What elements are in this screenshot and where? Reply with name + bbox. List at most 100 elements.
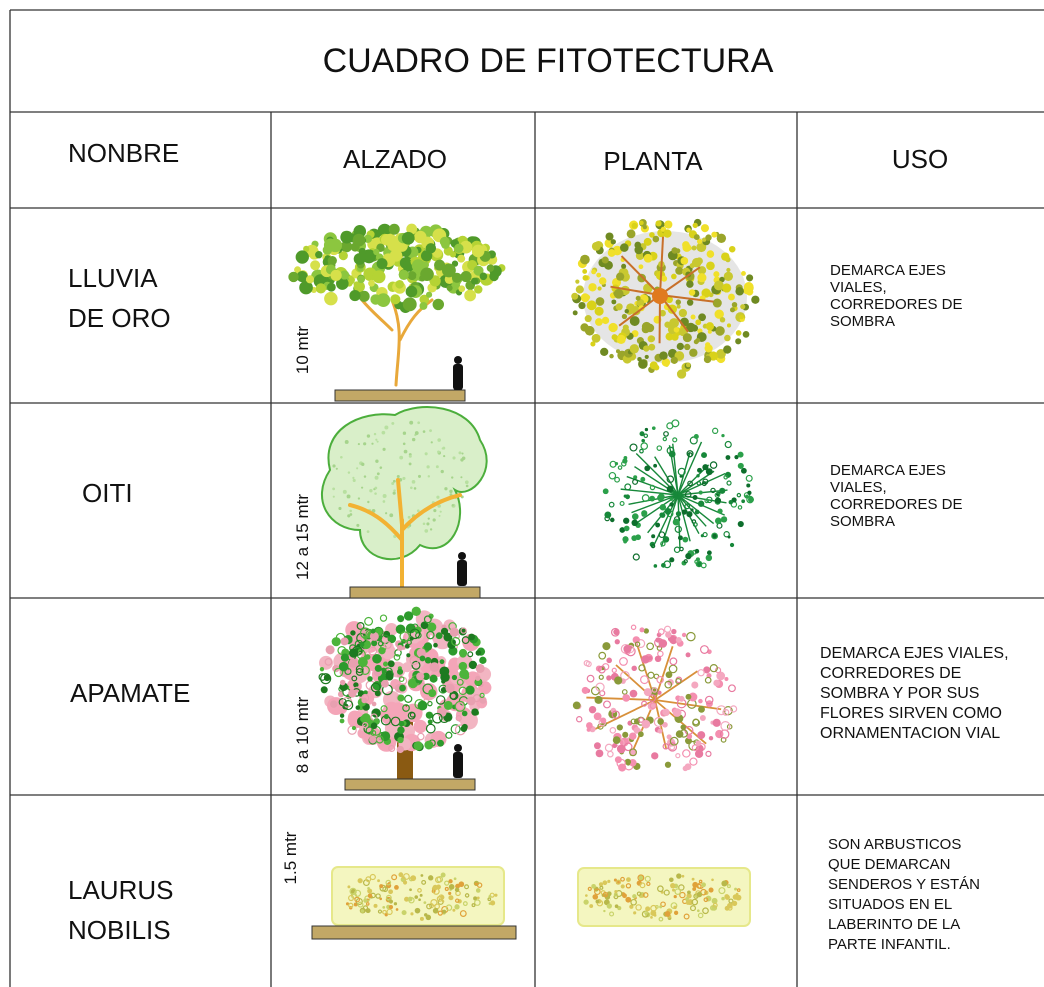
foliage-dot: [398, 676, 405, 683]
foliage-dot: [360, 909, 365, 913]
foliage-dot: [681, 509, 688, 515]
foliage-dot: [686, 511, 693, 518]
foliage-dot: [721, 880, 728, 887]
foliage-dot: [451, 504, 454, 507]
foliage-dot: [641, 438, 645, 443]
foliage-dot: [669, 497, 673, 501]
foliage-dot: [363, 690, 368, 695]
foliage-dot: [352, 478, 356, 482]
foliage-dot: [339, 270, 350, 280]
foliage-dot: [344, 667, 352, 676]
foliage-dot: [411, 259, 425, 273]
foliage-dot: [675, 299, 682, 305]
foliage-dot: [716, 349, 726, 359]
foliage-dot: [471, 277, 479, 285]
foliage-dot: [597, 723, 604, 730]
foliage-dot: [613, 892, 618, 897]
foliage-dot: [641, 655, 650, 664]
foliage-dot: [606, 903, 613, 909]
foliage-dot: [710, 487, 716, 494]
foliage-dot: [475, 888, 481, 893]
foliage-dot: [399, 455, 404, 460]
foliage-dot: [422, 672, 430, 681]
foliage-dot: [339, 718, 345, 724]
foliage-dot: [682, 333, 692, 343]
uso-line: VIALES,: [830, 479, 887, 496]
foliage-dot: [641, 510, 648, 517]
foliage-dot: [391, 421, 395, 425]
foliage-dot: [645, 906, 651, 912]
foliage-dot: [711, 532, 719, 540]
foliage-dot: [468, 633, 475, 641]
foliage-dot: [423, 615, 432, 624]
foliage-dot: [426, 465, 430, 469]
foliage-dot: [622, 731, 629, 738]
foliage-dot: [398, 269, 409, 280]
foliage-dot: [370, 628, 376, 634]
foliage-dot: [697, 669, 705, 677]
foliage-dot: [726, 884, 731, 889]
branch: [654, 670, 698, 701]
foliage-dot: [432, 712, 443, 724]
foliage-dot: [395, 624, 406, 635]
foliage-dot: [629, 904, 634, 909]
foliage-dot: [399, 631, 410, 642]
foliage-dot: [724, 440, 732, 449]
foliage-dot: [672, 437, 678, 443]
foliage-dot: [669, 502, 674, 507]
foliage-dot: [395, 908, 399, 911]
foliage-dot: [397, 615, 405, 623]
branch: [677, 494, 691, 542]
foliage-dot: [347, 725, 357, 735]
foliage-dot: [380, 705, 388, 713]
ground: [349, 586, 481, 599]
hedge: [577, 867, 751, 927]
foliage-dot: [672, 518, 680, 526]
foliage-dot: [709, 663, 718, 673]
foliage-dot: [429, 528, 433, 531]
foliage-dot: [436, 495, 440, 499]
foliage-dot: [697, 273, 707, 283]
branch: [677, 470, 715, 496]
foliage-dot: [609, 353, 614, 359]
foliage-dot: [695, 319, 702, 326]
foliage-dot: [629, 759, 637, 767]
foliage-dot: [584, 325, 595, 336]
foliage-dot: [584, 894, 588, 897]
foliage-dot: [413, 487, 417, 490]
foliage-dot: [465, 484, 469, 488]
foliage-dot: [629, 748, 637, 756]
person-body: [453, 364, 463, 390]
uso-line: DEMARCA EJES VIALES,: [820, 645, 1009, 662]
foliage-dot: [702, 531, 708, 538]
foliage-dot: [740, 467, 747, 474]
uso-line: CORREDORES DE: [830, 296, 963, 313]
branch: [659, 266, 701, 296]
foliage-dot: [631, 305, 641, 316]
foliage-dot: [379, 614, 388, 622]
foliage-dot: [646, 881, 651, 887]
foliage-dot: [704, 344, 713, 353]
foliage-dot: [595, 682, 605, 692]
foliage-dot: [742, 331, 750, 338]
foliage-dot: [428, 875, 434, 881]
foliage-dot: [657, 885, 664, 893]
foliage-dot: [424, 452, 428, 456]
foliage-dot: [382, 909, 387, 915]
foliage-dot: [445, 731, 453, 739]
foliage-dot: [691, 245, 697, 251]
foliage-dot: [675, 636, 682, 643]
foliage-dot: [460, 627, 467, 634]
foliage-dot: [403, 449, 408, 454]
foliage-dot: [430, 441, 433, 444]
foliage-dot: [417, 474, 422, 478]
foliage-dot: [692, 495, 698, 500]
foliage-dot: [619, 527, 626, 533]
foliage-dot: [698, 490, 703, 495]
foliage-dot: [604, 743, 614, 753]
foliage-dot: [461, 723, 468, 730]
foliage-dot: [706, 250, 715, 258]
foliage-dot: [324, 291, 338, 306]
foliage-dot: [655, 220, 662, 227]
